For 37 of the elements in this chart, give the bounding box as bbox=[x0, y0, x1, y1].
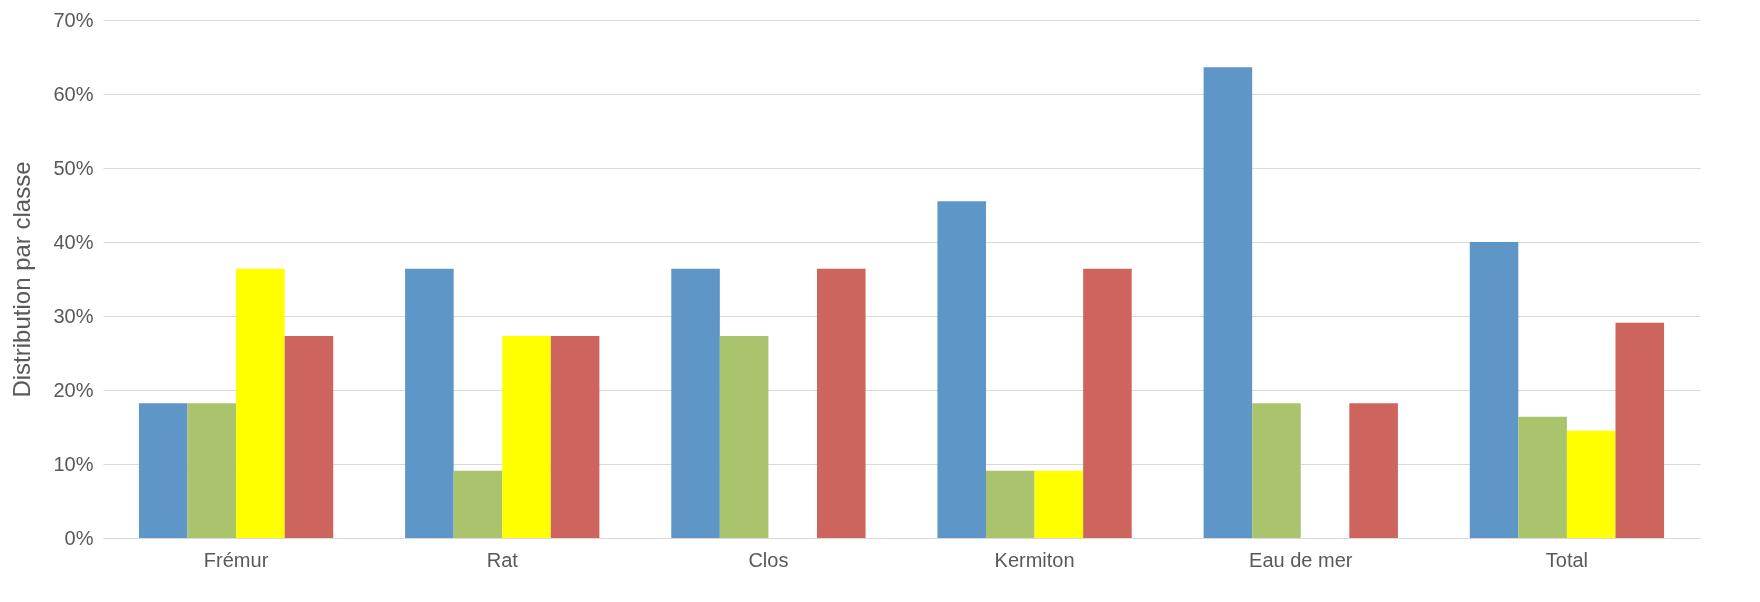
y-axis-title: Distribution par classe bbox=[8, 161, 36, 398]
bar bbox=[1615, 322, 1665, 538]
bar bbox=[1252, 403, 1301, 538]
bar bbox=[453, 470, 503, 538]
bar bbox=[671, 268, 720, 538]
y-tick-label: 0% bbox=[64, 526, 94, 549]
x-tick-label: Clos bbox=[748, 548, 789, 571]
x-tick-label: Total bbox=[1545, 548, 1589, 571]
bar bbox=[816, 268, 866, 538]
bar bbox=[1349, 403, 1398, 538]
y-tick-label: 70% bbox=[53, 8, 94, 31]
x-tick-label: Eau de mer bbox=[1249, 548, 1353, 571]
y-tick-label: 50% bbox=[53, 156, 94, 179]
bar bbox=[1203, 67, 1253, 538]
bar bbox=[236, 268, 285, 538]
bar bbox=[1518, 416, 1567, 538]
x-tick-label: Kermiton bbox=[994, 548, 1075, 571]
bar bbox=[284, 335, 334, 538]
bar bbox=[550, 335, 600, 538]
bar bbox=[1566, 430, 1616, 538]
y-tick-label: 40% bbox=[53, 230, 94, 253]
y-tick-label: 60% bbox=[53, 82, 94, 105]
bar bbox=[187, 403, 237, 538]
bar bbox=[1083, 268, 1132, 538]
bar bbox=[1034, 470, 1084, 538]
x-tick-label: Rat bbox=[486, 548, 519, 571]
bar bbox=[405, 268, 454, 538]
bar bbox=[1469, 242, 1519, 538]
bar bbox=[937, 201, 987, 538]
bar bbox=[138, 403, 188, 538]
bar bbox=[986, 470, 1035, 538]
y-tick-label: 20% bbox=[53, 378, 94, 401]
y-tick-label: 30% bbox=[53, 304, 94, 327]
bar bbox=[502, 335, 551, 538]
bar bbox=[719, 335, 769, 538]
x-tick-label: Frémur bbox=[203, 548, 269, 571]
y-tick-label: 10% bbox=[53, 452, 94, 475]
